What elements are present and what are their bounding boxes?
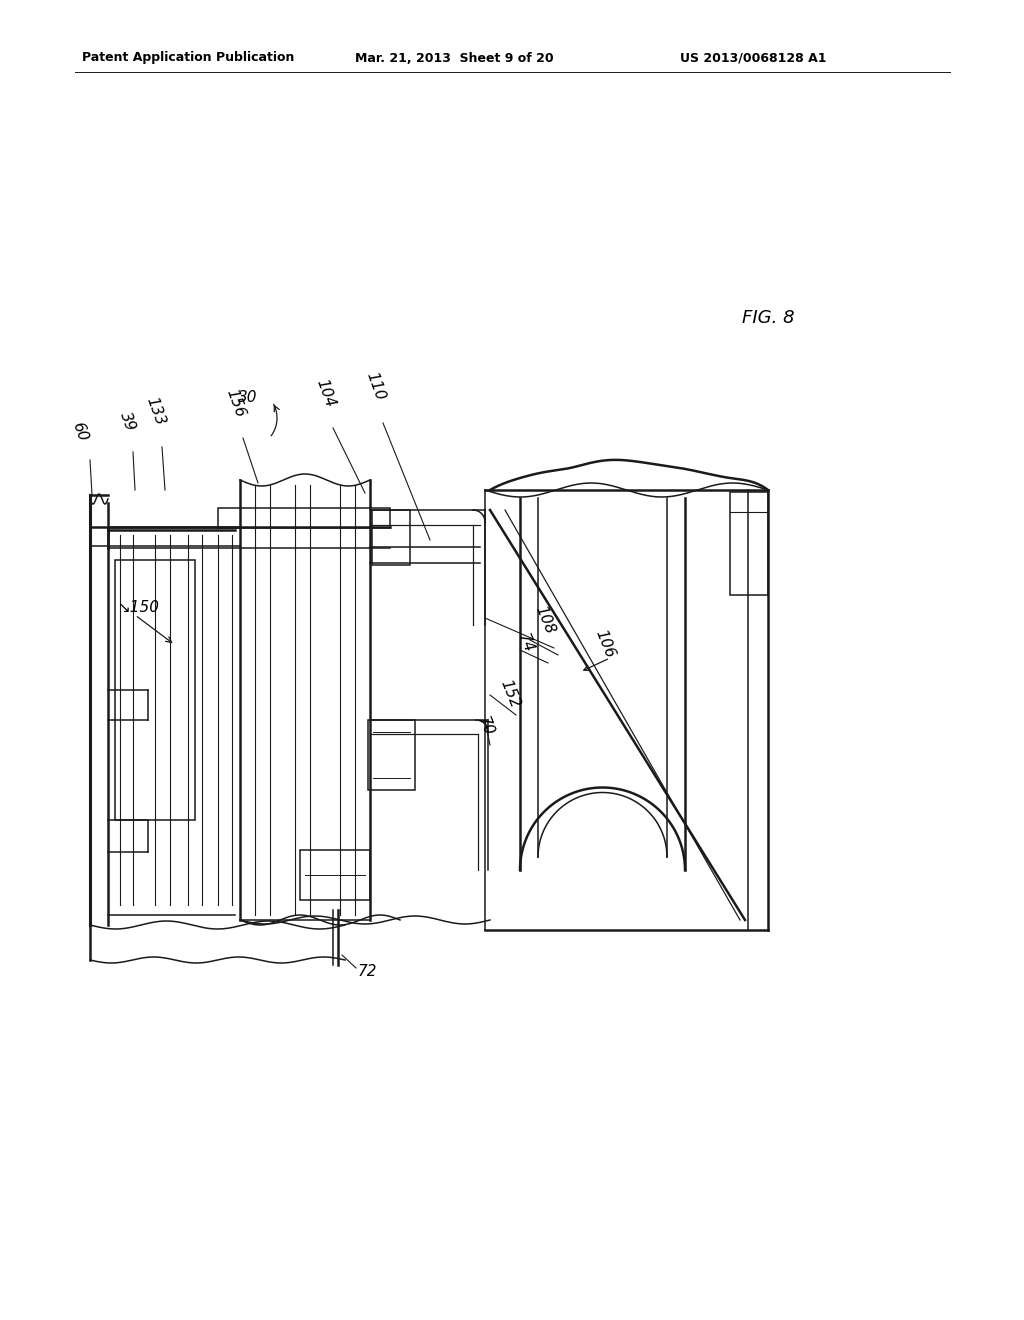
Text: ↘150: ↘150: [118, 601, 160, 615]
Text: FIG. 8: FIG. 8: [742, 309, 795, 327]
Text: 39: 39: [118, 409, 138, 433]
Text: Mar. 21, 2013  Sheet 9 of 20: Mar. 21, 2013 Sheet 9 of 20: [355, 51, 554, 65]
Text: 106: 106: [593, 627, 617, 660]
Text: 30: 30: [238, 391, 257, 405]
Bar: [368, 719, 415, 789]
Text: 74: 74: [514, 631, 536, 655]
Text: 152: 152: [498, 677, 522, 710]
Text: 72: 72: [358, 965, 378, 979]
Text: US 2013/0068128 A1: US 2013/0068128 A1: [680, 51, 826, 65]
Text: Patent Application Publication: Patent Application Publication: [82, 51, 294, 65]
Bar: [730, 492, 768, 595]
Bar: [218, 508, 390, 528]
Text: 60: 60: [70, 420, 90, 444]
Bar: [115, 560, 195, 820]
Text: 156: 156: [223, 387, 247, 420]
Bar: [300, 850, 370, 900]
Text: 108: 108: [532, 603, 557, 636]
Bar: [372, 510, 410, 565]
Text: 110: 110: [362, 371, 387, 403]
Text: 104: 104: [313, 378, 337, 411]
Text: 70: 70: [474, 714, 496, 738]
Text: 133: 133: [143, 396, 167, 428]
